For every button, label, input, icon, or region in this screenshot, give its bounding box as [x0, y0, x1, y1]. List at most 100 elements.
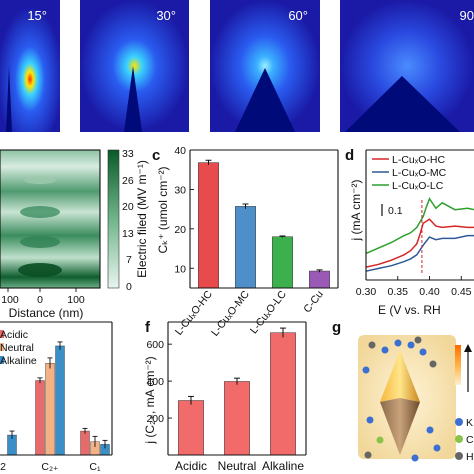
angle-label: 15° — [27, 8, 47, 23]
cbar-tick: 33 — [122, 148, 134, 160]
cbar-tick: 20 — [122, 201, 134, 213]
panel-b: 100 0 100 Distance (nm) 33 26 20 13 7 0 … — [0, 148, 149, 320]
panel-label: f — [145, 319, 151, 336]
y-tick-label: 30 — [174, 184, 186, 196]
y-tick-label: 40 — [174, 145, 186, 157]
scalebar-label: 0.1 — [388, 205, 403, 217]
e-legend: Acidic Neutral Alkaline — [0, 329, 37, 367]
bar — [45, 363, 55, 456]
d-legend: L-CuₓO-HC L-CuₓO-MC L-CuₓO-LC — [372, 154, 447, 192]
bar — [270, 332, 296, 456]
panel-c: c Cₖ⁺ (umol cm⁻²) 10 20 30 40 L-CuₓO-HCL… — [152, 145, 339, 339]
bar — [272, 236, 293, 289]
f-xlabels: Acidic Neutral Alkaline — [175, 459, 304, 473]
bar — [35, 380, 45, 456]
panel-a: 15° 30° 60° 90 — [0, 0, 474, 132]
c-xlabels: L-CuₓO-HCL-CuₓO-MCL-CuₓO-LC C-Cu — [173, 288, 326, 338]
panel-e: Acidic Neutral Alkaline 2 C₂₊ C₁ — [0, 321, 113, 473]
tip-90 — [345, 76, 460, 132]
x-tick-label: C₁ — [89, 461, 101, 473]
colorbar-label: Electric filed (MV m⁻¹) — [135, 160, 149, 278]
ions — [362, 336, 441, 462]
y-axis-label: Cₖ⁺ (umol cm⁻²) — [156, 166, 170, 253]
bar — [80, 430, 90, 456]
series-line — [365, 234, 474, 272]
panel-g: g K C H — [332, 319, 474, 463]
e-xlabels: 2 C₂₊ C₁ — [0, 461, 101, 473]
x-tick-label: 0.35 — [388, 286, 409, 298]
y-axis-label: j (C₂₊, mA cm⁻²) — [143, 356, 157, 444]
series-line — [365, 218, 474, 268]
angle-label: 30° — [156, 8, 176, 23]
sim-15deg: 15° — [0, 0, 60, 132]
series-line — [365, 197, 474, 255]
x-tick-label: L-CuₓO-MC — [209, 288, 252, 338]
f-yticks: 200 400 600 — [146, 339, 164, 425]
y-tick-label: 200 — [146, 413, 164, 425]
legend-entry: Neutral — [0, 342, 34, 354]
cbar-tick: 0 — [126, 281, 132, 293]
crystal-bottom — [380, 398, 420, 455]
x-tick-label: C-Cu — [301, 288, 326, 315]
x-tick-label: 0.30 — [356, 286, 377, 298]
bar — [198, 162, 219, 289]
cbar-tick: 26 — [122, 175, 134, 187]
b-xticks: 100 0 100 — [1, 288, 85, 306]
panel-d: d j (mA cm⁻²) 0.1 L-CuₓO-HC L-CuₓO-MC L-… — [345, 147, 474, 317]
x-tick-label: 100 — [67, 294, 85, 306]
crystal-top — [380, 350, 420, 402]
bar — [55, 345, 65, 456]
legend-entry: Alkaline — [0, 355, 37, 367]
colorbar — [107, 149, 120, 289]
x-axis-label: E (V vs. RH — [378, 303, 441, 317]
x-tick-label: Neutral — [218, 459, 257, 473]
legend-entry: L-CuₓO-HC — [392, 154, 445, 166]
y-tick-label: 10 — [174, 263, 186, 275]
legend-entry: L-CuₓO-LC — [392, 180, 444, 192]
f-bars — [168, 327, 296, 456]
legend-entry: C — [466, 434, 474, 446]
potential-scale — [455, 345, 461, 385]
bar — [178, 400, 204, 456]
bar — [235, 206, 256, 289]
tip-30 — [124, 66, 142, 132]
x-axis-label: Distance (nm) — [9, 306, 84, 320]
c-bars — [190, 149, 330, 289]
legend-entry: K — [466, 417, 473, 429]
angle-label: 60° — [288, 8, 308, 23]
x-tick-label: 0 — [37, 294, 43, 306]
x-tick-label: 0.40 — [419, 286, 440, 298]
legend-entry: Acidic — [0, 329, 28, 341]
sim-60deg: 60° — [210, 0, 320, 132]
sim-30deg: 30° — [80, 0, 189, 132]
legend-entry: L-CuₓO-MC — [392, 167, 447, 179]
x-tick-label: Acidic — [175, 459, 207, 473]
angle-label: 90 — [460, 8, 474, 23]
x-tick-label: C₂₊ — [41, 461, 59, 473]
colorbar-ticks: 33 26 20 13 7 0 — [122, 148, 134, 293]
e-bars — [7, 341, 110, 456]
panel-label: g — [332, 319, 341, 336]
d-scalebar: 0.1 — [381, 204, 403, 217]
tip-60 — [235, 68, 295, 132]
x-tick-label: 100 — [1, 294, 19, 306]
x-tick-label: 2 — [0, 461, 6, 473]
y-tick-label: 400 — [146, 376, 164, 388]
x-tick-label: Alkaline — [262, 459, 304, 473]
x-tick-label: 0.45 — [451, 286, 472, 298]
panel-label: c — [152, 147, 160, 164]
legend-entry: H — [466, 451, 474, 463]
cbar-tick: 7 — [126, 254, 132, 266]
g-legend: K C H — [455, 417, 474, 463]
tip-15 — [6, 66, 12, 132]
cbar-tick: 13 — [122, 228, 134, 240]
c-yticks: 10 20 30 40 — [174, 145, 186, 275]
sim-90deg: 90 — [340, 0, 474, 132]
y-tick-label: 20 — [174, 224, 186, 236]
y-axis-label: j (mA cm⁻²) — [349, 180, 363, 242]
y-tick-label: 600 — [146, 339, 164, 351]
d-lines — [365, 197, 474, 272]
d-xticks: 0.30 0.35 0.40 0.45 — [356, 276, 472, 298]
panel-f: f j (C₂₊, mA cm⁻²) 200 400 600 Acidic Neu… — [143, 319, 307, 473]
